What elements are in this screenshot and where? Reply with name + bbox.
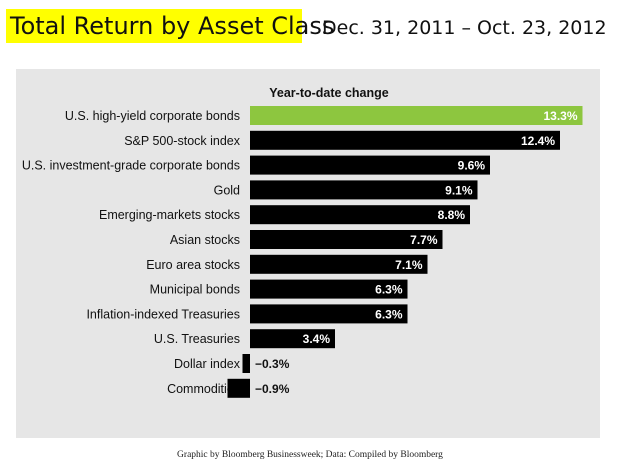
bar [250, 304, 408, 324]
bar [250, 155, 490, 175]
date-range: Dec. 31, 2011 – Oct. 23, 2012 [322, 17, 607, 39]
category-label: Dollar index [174, 357, 241, 371]
bar [250, 180, 478, 200]
category-label: Gold [214, 183, 240, 197]
bar [250, 329, 335, 349]
value-label: 13.3% [543, 109, 577, 123]
bar [250, 230, 443, 249]
bar-chart: Year-to-date change U.S. high-yield corp… [22, 86, 583, 398]
bar [250, 106, 583, 125]
value-label: 6.3% [375, 307, 403, 321]
category-label: Asian stocks [170, 233, 240, 247]
category-label: U.S. investment-grade corporate bonds [22, 159, 240, 173]
category-label: Euro area stocks [146, 258, 240, 272]
value-label: 9.1% [445, 183, 473, 197]
category-label: Emerging-markets stocks [99, 208, 240, 222]
bar [242, 354, 250, 373]
chart-header: Year-to-date change [269, 86, 389, 100]
bar [250, 130, 560, 150]
category-label: U.S. Treasuries [154, 332, 240, 346]
category-label: Municipal bonds [150, 283, 240, 297]
title-highlight [6, 9, 302, 43]
value-label: 9.6% [458, 159, 486, 173]
value-label: −0.9% [255, 382, 290, 396]
value-label: 7.7% [410, 233, 438, 247]
bar [227, 378, 250, 398]
bar [250, 279, 408, 299]
value-label: 7.1% [395, 258, 423, 272]
category-label: U.S. high-yield corporate bonds [65, 109, 240, 123]
category-label: Commodities [167, 382, 240, 396]
value-label: 12.4% [521, 134, 555, 148]
value-label: 6.3% [375, 283, 403, 297]
value-label: 3.4% [303, 332, 331, 346]
value-label: 8.8% [438, 208, 466, 222]
chart-panel: Year-to-date change U.S. high-yield corp… [16, 69, 600, 438]
category-label: S&P 500-stock index [124, 134, 241, 148]
source-credit: Graphic by Bloomberg Businessweek; Data:… [177, 450, 443, 460]
value-label: −0.3% [255, 357, 290, 371]
bar [250, 254, 428, 274]
category-label: Inflation-indexed Treasuries [86, 307, 240, 321]
chart-title: Total Return by Asset Class [10, 12, 335, 40]
bar [250, 205, 470, 225]
